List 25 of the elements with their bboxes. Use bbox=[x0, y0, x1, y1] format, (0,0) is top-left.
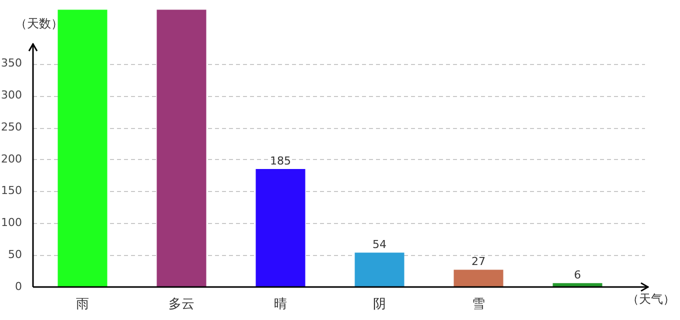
data-label: 185 bbox=[270, 154, 291, 168]
data-label: 6 bbox=[574, 268, 581, 282]
x-axis-title: （天气） bbox=[627, 292, 675, 306]
y-tick-label: 100 bbox=[1, 216, 22, 230]
y-axis-title: （天数） bbox=[15, 16, 63, 31]
data-label: 27 bbox=[472, 255, 486, 268]
bar bbox=[552, 283, 602, 287]
y-tick-label: 200 bbox=[1, 152, 22, 166]
bar bbox=[58, 10, 108, 287]
y-tick-label: 50 bbox=[8, 248, 22, 261]
bar bbox=[454, 270, 504, 287]
x-tick-label: 雪 bbox=[472, 297, 485, 312]
bar bbox=[156, 10, 206, 287]
x-tick-label: 晴 bbox=[274, 297, 287, 312]
x-tick-label: 多云 bbox=[168, 297, 194, 312]
y-tick-label: 0 bbox=[15, 280, 22, 293]
y-tick-label: 300 bbox=[1, 88, 22, 102]
bar bbox=[256, 169, 306, 287]
x-tick-label: 雨 bbox=[76, 297, 89, 312]
bar bbox=[354, 252, 404, 287]
x-tick-label: 阴 bbox=[373, 297, 386, 312]
data-label: 54 bbox=[372, 238, 386, 251]
y-tick-label: 150 bbox=[1, 184, 22, 198]
y-tick-label: 350 bbox=[1, 56, 22, 70]
y-tick-label: 250 bbox=[1, 120, 22, 134]
